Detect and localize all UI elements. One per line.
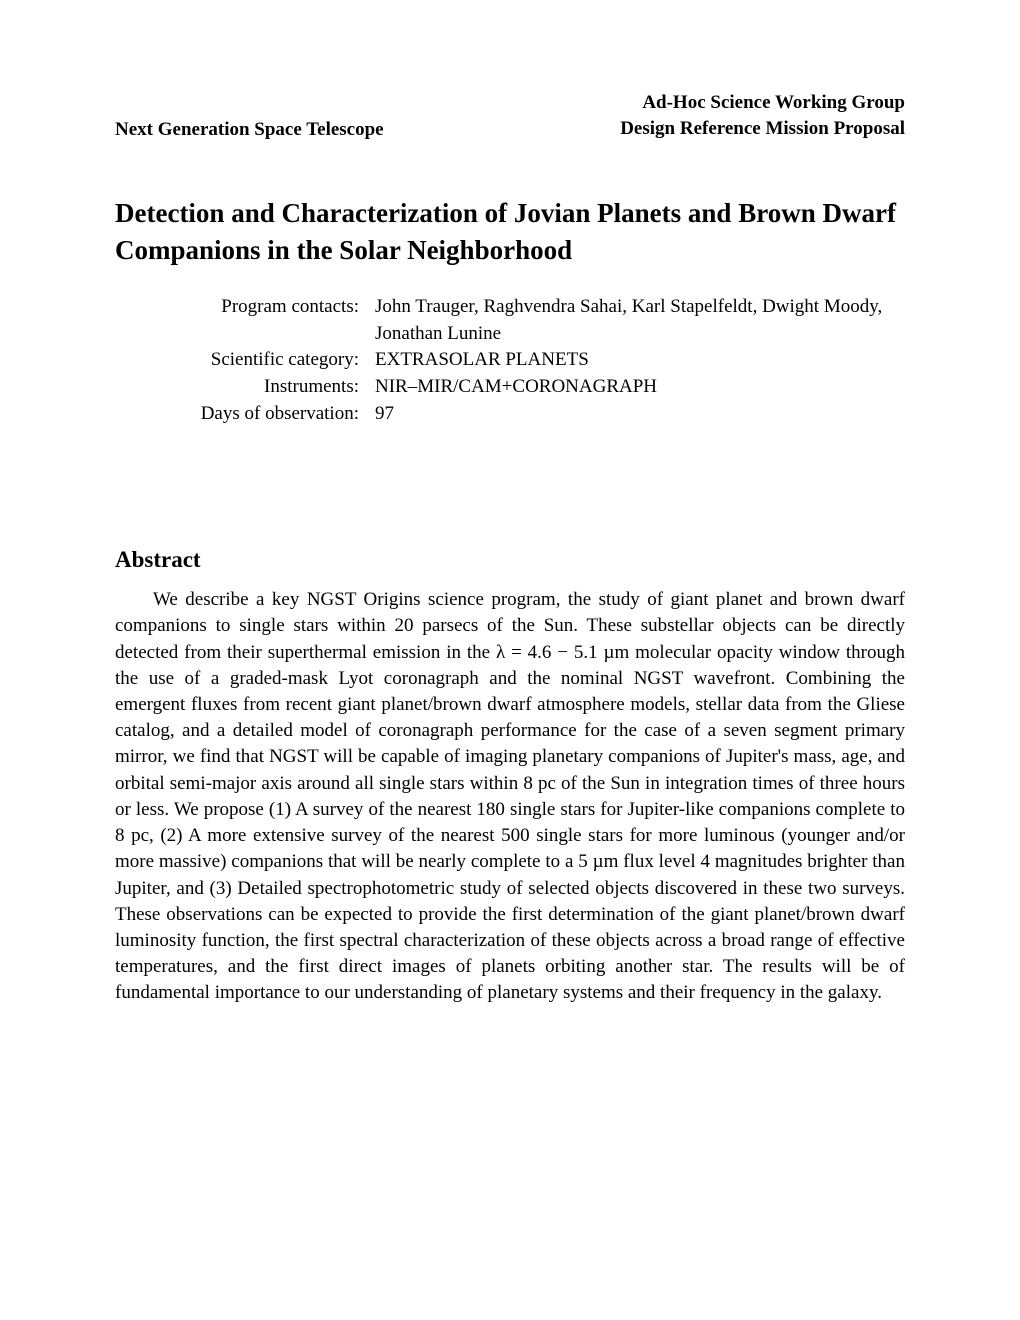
meta-row-category: Scientific category: EXTRASOLAR PLANETS	[115, 347, 905, 374]
meta-label-contacts: Program contacts:	[115, 294, 375, 347]
document-title: Detection and Characterization of Jovian…	[115, 195, 905, 268]
abstract-body: We describe a key NGST Origins science p…	[115, 587, 905, 1007]
meta-row-instruments: Instruments: NIR–MIR/CAM+CORONAGRAPH	[115, 374, 905, 401]
meta-label-category: Scientific category:	[115, 347, 375, 374]
meta-label-days: Days of observation:	[115, 401, 375, 428]
header-right: Ad-Hoc Science Working Group Design Refe…	[620, 90, 905, 141]
meta-value-instruments: NIR–MIR/CAM+CORONAGRAPH	[375, 374, 905, 401]
meta-value-days: 97	[375, 401, 905, 428]
header-right-line1: Ad-Hoc Science Working Group	[620, 90, 905, 116]
metadata-table: Program contacts: John Trauger, Raghvend…	[115, 294, 905, 427]
abstract-heading: Abstract	[115, 547, 905, 573]
meta-row-contacts: Program contacts: John Trauger, Raghvend…	[115, 294, 905, 347]
meta-value-contacts: John Trauger, Raghvendra Sahai, Karl Sta…	[375, 294, 905, 347]
header-right-line2: Design Reference Mission Proposal	[620, 116, 905, 142]
meta-value-category: EXTRASOLAR PLANETS	[375, 347, 905, 374]
header-left: Next Generation Space Telescope	[115, 119, 384, 141]
meta-row-days: Days of observation: 97	[115, 401, 905, 428]
page-header: Next Generation Space Telescope Ad-Hoc S…	[115, 90, 905, 141]
meta-label-instruments: Instruments:	[115, 374, 375, 401]
